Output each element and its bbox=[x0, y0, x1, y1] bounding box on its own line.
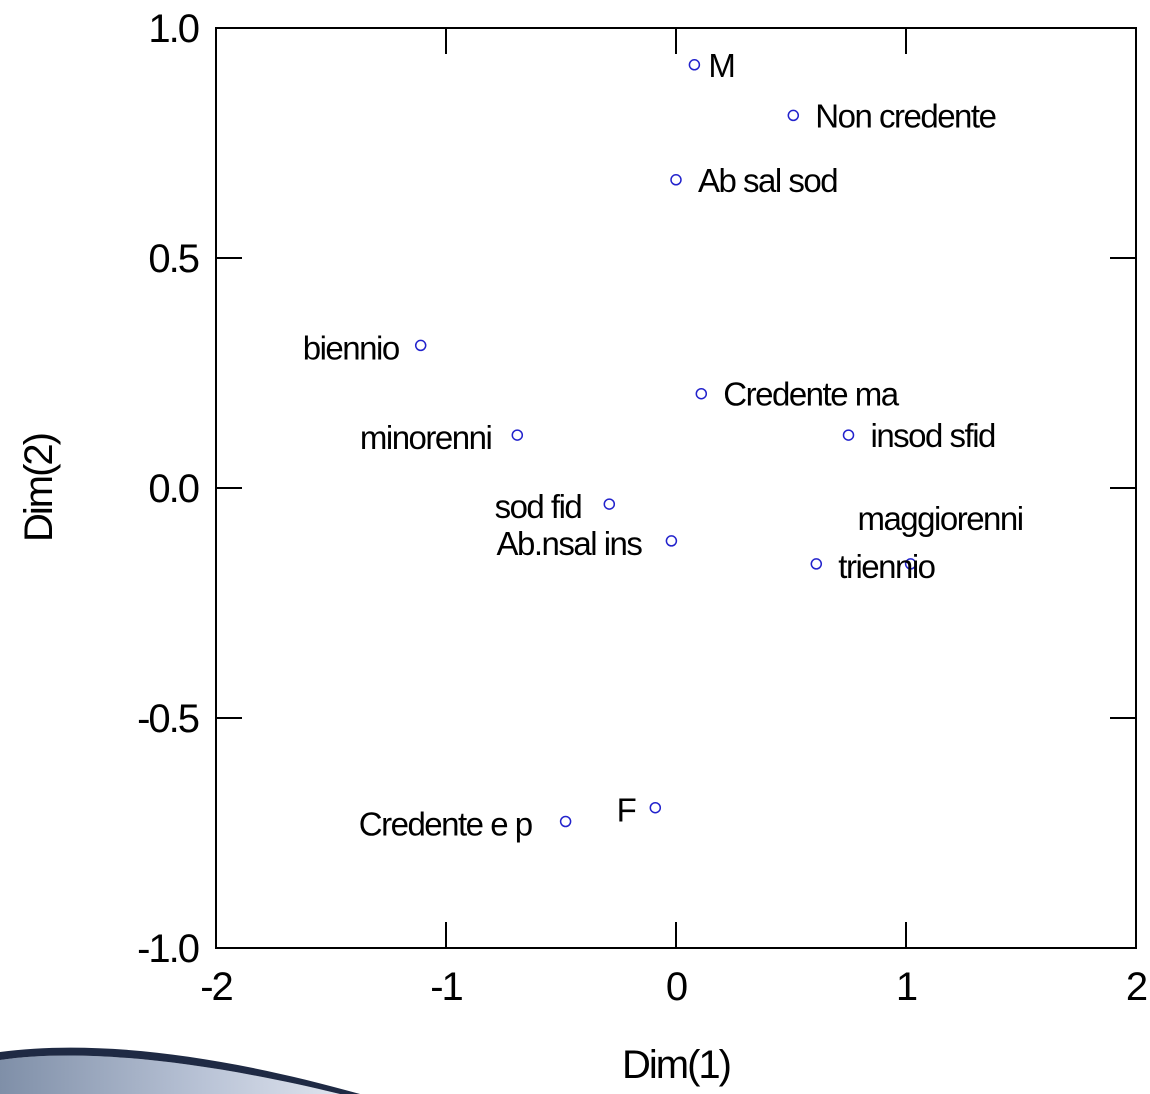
point-label: insod sfid bbox=[871, 417, 996, 454]
point-label: Credente ma bbox=[723, 376, 899, 413]
x-tick-labels: -2 -1 0 1 2 bbox=[200, 965, 1149, 1009]
x-tick-label: -1 bbox=[430, 965, 462, 1009]
point-label: triennio bbox=[838, 548, 934, 585]
data-point bbox=[904, 558, 917, 570]
data-point bbox=[670, 174, 682, 186]
data-point bbox=[649, 801, 662, 814]
point-label: M bbox=[708, 47, 734, 84]
data-point bbox=[665, 535, 678, 547]
x-tick-label: 2 bbox=[1126, 965, 1147, 1009]
data-point bbox=[842, 429, 855, 441]
data-point bbox=[603, 498, 616, 510]
point-label: Non credente bbox=[815, 97, 995, 134]
y-tick-label: 1.0 bbox=[148, 7, 198, 51]
point-label: biennio bbox=[303, 329, 399, 366]
data-point bbox=[559, 815, 572, 828]
point-label: sod fid bbox=[495, 488, 582, 525]
data-point bbox=[511, 429, 524, 441]
point-label: Credente e p bbox=[359, 806, 532, 843]
y-tick-label: 0.0 bbox=[148, 467, 198, 511]
x-tick-label: 1 bbox=[896, 965, 917, 1009]
point-label: minorenni bbox=[360, 419, 492, 456]
data-point bbox=[695, 387, 708, 400]
point-label: F bbox=[617, 792, 636, 829]
x-axis-title: Dim(1) bbox=[622, 1043, 730, 1087]
y-tick-labels: -1.0 -0.5 0.0 0.5 1.0 bbox=[137, 7, 201, 971]
y-axis-title: Dim(2) bbox=[17, 434, 61, 542]
data-point bbox=[688, 59, 701, 71]
point-label: Ab.nsal ins bbox=[496, 525, 642, 562]
axis-ticks bbox=[215, 27, 1137, 949]
data-point bbox=[810, 558, 823, 570]
data-points: M Non credente Ab sal sod biennio Credente m… bbox=[303, 47, 1024, 843]
y-tick-label: 0.5 bbox=[148, 237, 198, 281]
x-tick-label: 0 bbox=[666, 965, 687, 1009]
plot-frame bbox=[215, 27, 1137, 949]
y-tick-label: -1.0 bbox=[137, 927, 199, 971]
point-label: Ab sal sod bbox=[698, 162, 837, 199]
decorative-swoosh bbox=[0, 1047, 360, 1094]
data-point bbox=[787, 109, 800, 122]
x-tick-label: -2 bbox=[200, 965, 232, 1009]
y-tick-label: -0.5 bbox=[137, 697, 199, 741]
data-point bbox=[414, 339, 427, 352]
point-label: maggiorenni bbox=[857, 500, 1022, 537]
